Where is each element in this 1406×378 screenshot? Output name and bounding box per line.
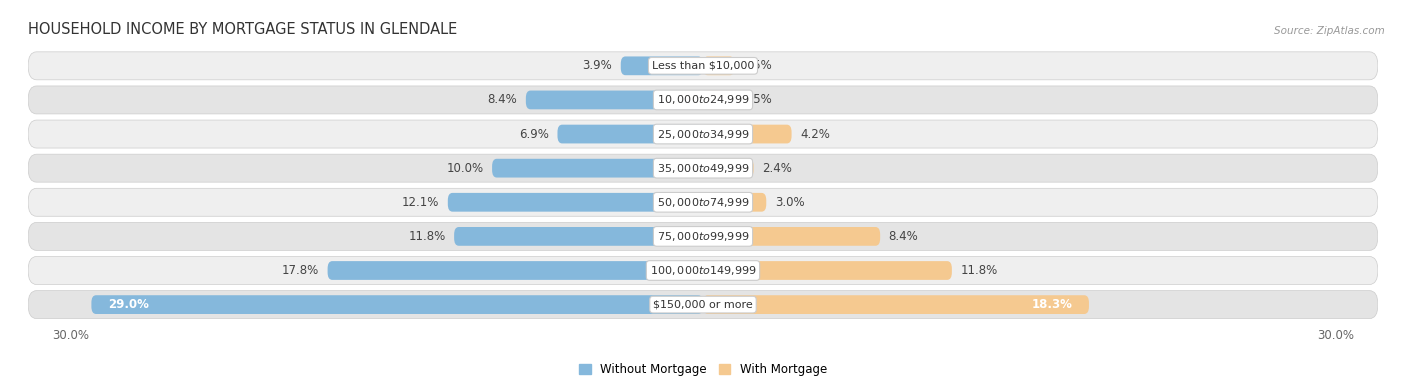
Text: HOUSEHOLD INCOME BY MORTGAGE STATUS IN GLENDALE: HOUSEHOLD INCOME BY MORTGAGE STATUS IN G…: [28, 22, 457, 37]
Text: 29.0%: 29.0%: [108, 298, 149, 311]
Text: 1.5%: 1.5%: [744, 93, 773, 107]
Text: 3.9%: 3.9%: [582, 59, 613, 72]
Text: 4.2%: 4.2%: [800, 127, 830, 141]
Text: $75,000 to $99,999: $75,000 to $99,999: [657, 230, 749, 243]
Text: $100,000 to $149,999: $100,000 to $149,999: [650, 264, 756, 277]
FancyBboxPatch shape: [703, 125, 792, 143]
Text: $25,000 to $34,999: $25,000 to $34,999: [657, 127, 749, 141]
FancyBboxPatch shape: [449, 193, 703, 212]
Text: 11.8%: 11.8%: [960, 264, 997, 277]
Text: 2.4%: 2.4%: [762, 162, 792, 175]
FancyBboxPatch shape: [703, 261, 952, 280]
FancyBboxPatch shape: [703, 91, 734, 109]
Text: $150,000 or more: $150,000 or more: [654, 300, 752, 310]
Text: 6.9%: 6.9%: [519, 127, 548, 141]
Text: $10,000 to $24,999: $10,000 to $24,999: [657, 93, 749, 107]
FancyBboxPatch shape: [558, 125, 703, 143]
FancyBboxPatch shape: [703, 159, 754, 178]
FancyBboxPatch shape: [621, 56, 703, 75]
Text: 8.4%: 8.4%: [488, 93, 517, 107]
FancyBboxPatch shape: [28, 120, 1378, 148]
Legend: Without Mortgage, With Mortgage: Without Mortgage, With Mortgage: [574, 358, 832, 378]
FancyBboxPatch shape: [703, 295, 1090, 314]
FancyBboxPatch shape: [328, 261, 703, 280]
Text: $50,000 to $74,999: $50,000 to $74,999: [657, 196, 749, 209]
Text: 18.3%: 18.3%: [1031, 298, 1073, 311]
FancyBboxPatch shape: [91, 295, 703, 314]
FancyBboxPatch shape: [28, 188, 1378, 216]
FancyBboxPatch shape: [703, 193, 766, 212]
Text: Source: ZipAtlas.com: Source: ZipAtlas.com: [1274, 26, 1385, 36]
FancyBboxPatch shape: [454, 227, 703, 246]
Text: 3.0%: 3.0%: [775, 196, 804, 209]
Text: 8.4%: 8.4%: [889, 230, 918, 243]
FancyBboxPatch shape: [526, 91, 703, 109]
FancyBboxPatch shape: [703, 227, 880, 246]
Text: Less than $10,000: Less than $10,000: [652, 61, 754, 71]
Text: 17.8%: 17.8%: [283, 264, 319, 277]
FancyBboxPatch shape: [703, 56, 734, 75]
Text: 10.0%: 10.0%: [447, 162, 484, 175]
FancyBboxPatch shape: [28, 52, 1378, 80]
Text: $35,000 to $49,999: $35,000 to $49,999: [657, 162, 749, 175]
FancyBboxPatch shape: [28, 154, 1378, 182]
FancyBboxPatch shape: [28, 86, 1378, 114]
FancyBboxPatch shape: [28, 222, 1378, 250]
Text: 1.5%: 1.5%: [744, 59, 773, 72]
FancyBboxPatch shape: [28, 257, 1378, 285]
Text: 11.8%: 11.8%: [409, 230, 446, 243]
FancyBboxPatch shape: [492, 159, 703, 178]
Text: 12.1%: 12.1%: [402, 196, 439, 209]
FancyBboxPatch shape: [28, 291, 1378, 319]
